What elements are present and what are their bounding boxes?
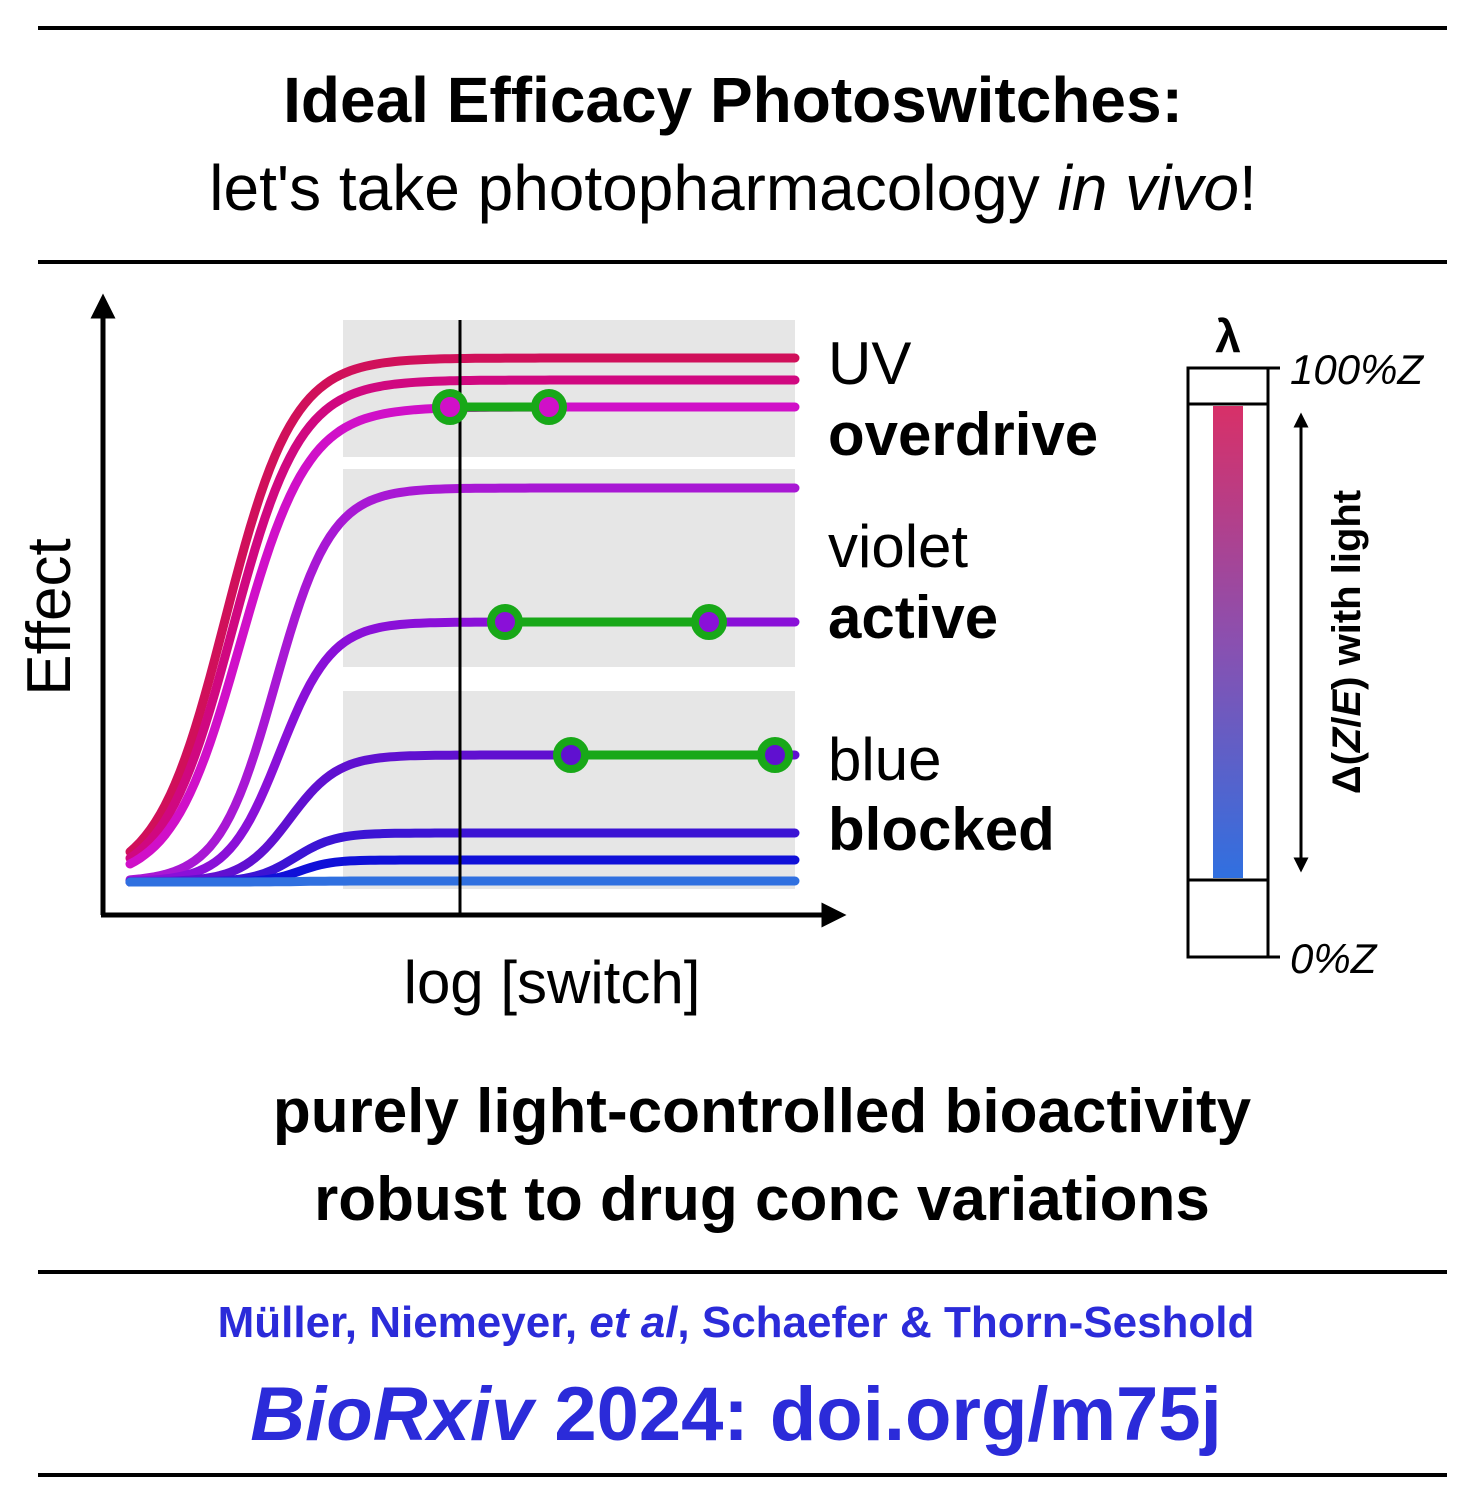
arrow-label-part: E [1325, 689, 1369, 717]
arrow-label-part: / [1325, 717, 1369, 728]
range-dot [531, 389, 567, 425]
curve [125, 876, 800, 887]
citation-part: 2024: doi.org/m75j [533, 1372, 1221, 1457]
citation-part: BioRxiv [250, 1372, 537, 1457]
group-label: blue [828, 726, 941, 793]
scale-bottom-label: 0%Z [1290, 935, 1378, 982]
group-label: blocked [828, 796, 1055, 863]
y-axis-label: Effect [15, 538, 84, 695]
subtitle-part: ! [1239, 152, 1257, 224]
range-dot [553, 737, 589, 773]
group-label: violet [828, 513, 968, 580]
authors-part: Müller, Niemeyer, [218, 1298, 590, 1347]
scale-bar: λ 100%Z 0%Z Δ(Z/E) with light [1186, 310, 1424, 982]
scale-top-label: 100%Z [1290, 346, 1424, 393]
subtitle: let's take photopharmacology in vivo! [209, 152, 1256, 224]
citation[interactable]: BioRxiv 2024: doi.org/m75j [250, 1372, 1221, 1457]
subtitle-part: let's take photopharmacology [209, 152, 1057, 224]
range-dot [757, 737, 793, 773]
arrow-label-part: Δ( [1325, 751, 1369, 794]
lambda: λ [1215, 310, 1241, 362]
rules [38, 26, 1447, 1477]
curve [125, 353, 800, 857]
range-dot [487, 604, 523, 640]
arrow-label-part: ) with light [1325, 490, 1369, 690]
conclusion: robust to drug conc variations [314, 1165, 1210, 1234]
curve [125, 375, 800, 863]
group-label: active [828, 584, 998, 651]
authors-part: et al [589, 1298, 678, 1347]
title: Ideal Efficacy Photoswitches: [283, 64, 1183, 136]
ranges [432, 389, 793, 773]
arrow-label: Δ(Z/E) with light [1325, 490, 1369, 794]
curves [125, 353, 800, 887]
range-dot [432, 389, 468, 425]
authors-part: , Schaefer & Thorn-Seshold [677, 1298, 1254, 1347]
curve [125, 483, 800, 885]
arrow-label-part: Z [1325, 726, 1369, 753]
authors: Müller, Niemeyer, et al, Schaefer & Thor… [218, 1298, 1255, 1347]
conclusion: purely light-controlled bioactivity [273, 1077, 1252, 1146]
group-labels: UV overdrive violet active blue blocked [828, 330, 1098, 863]
subtitle-part: in vivo [1058, 152, 1239, 224]
range-dot [691, 604, 727, 640]
x-axis-label: log [switch] [404, 949, 701, 1016]
group-label: overdrive [828, 401, 1098, 468]
group-label: UV [828, 330, 911, 397]
